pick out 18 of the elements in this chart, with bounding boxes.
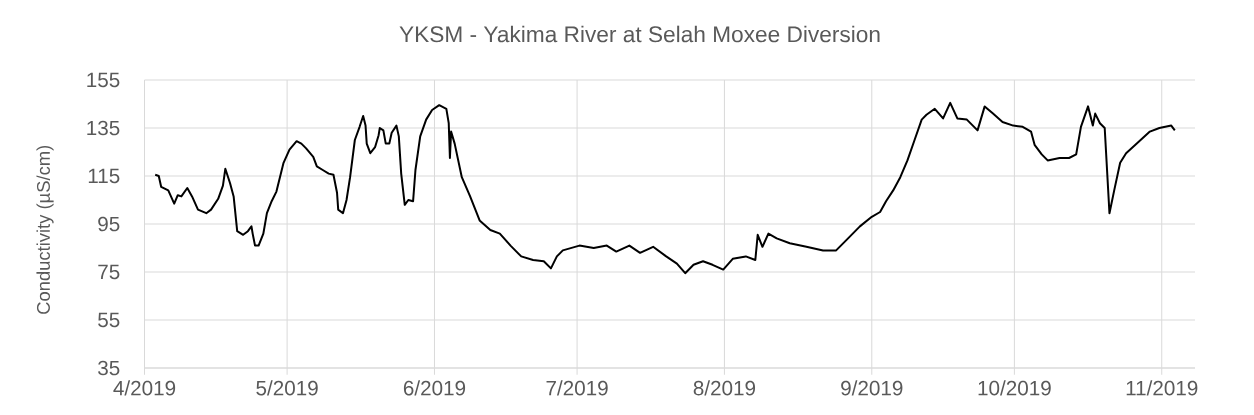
x-tick-label: 4/2019 — [113, 380, 176, 396]
x-tick-label: 11/2019 — [1126, 380, 1198, 396]
y-axis-title: Conductivity (µS/cm) — [36, 145, 54, 314]
x-tick-label: 10/2019 — [978, 380, 1051, 396]
line-series — [154, 101, 1176, 275]
x-tick-label: 5/2019 — [256, 380, 318, 396]
y-tick-label: 95 — [98, 216, 120, 232]
y-tick-label: 115 — [88, 168, 120, 184]
y-tick-label: 55 — [98, 312, 120, 328]
x-tick-label: 6/2019 — [403, 380, 466, 396]
y-tick-label: 35 — [98, 360, 120, 376]
y-tick-label: 155 — [87, 72, 120, 88]
x-tick-label: 7/2019 — [546, 380, 608, 396]
y-tick-label: 135 — [87, 120, 120, 136]
x-tick-label: 8/2019 — [693, 380, 756, 396]
chart-title: YKSM - Yakima River at Selah Moxee Diversion — [399, 25, 880, 43]
y-tick-label: 75 — [98, 264, 120, 280]
x-tick-label: 9/2019 — [841, 380, 903, 396]
